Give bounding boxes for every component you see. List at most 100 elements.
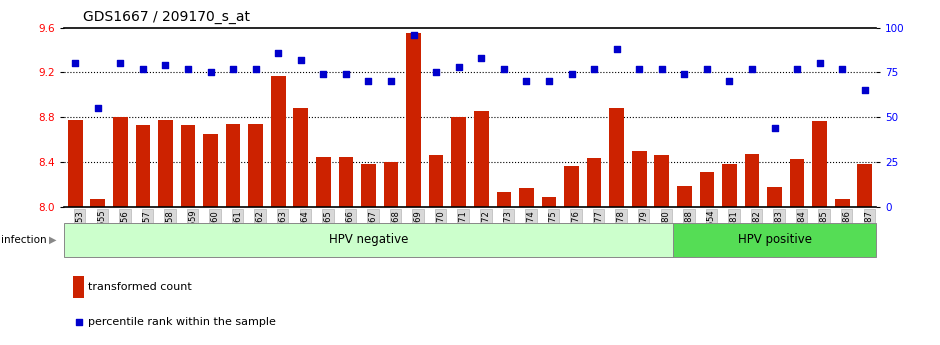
Bar bbox=[744, 154, 760, 207]
Point bbox=[271, 50, 286, 56]
Point bbox=[767, 125, 782, 131]
Point bbox=[609, 46, 624, 52]
Bar bbox=[812, 121, 827, 207]
Text: GSM73687: GSM73687 bbox=[865, 210, 874, 256]
Point bbox=[835, 66, 850, 72]
Bar bbox=[90, 199, 105, 207]
Text: GSM73669: GSM73669 bbox=[414, 210, 423, 256]
Point bbox=[68, 61, 83, 66]
Text: GSM73684: GSM73684 bbox=[797, 210, 807, 256]
Text: GSM73677: GSM73677 bbox=[594, 210, 603, 256]
Text: ▶: ▶ bbox=[49, 235, 56, 245]
Bar bbox=[474, 111, 489, 207]
Text: GSM73662: GSM73662 bbox=[256, 210, 265, 256]
Bar bbox=[451, 117, 466, 207]
Bar bbox=[519, 188, 534, 207]
Text: GSM73679: GSM73679 bbox=[639, 210, 649, 256]
Bar bbox=[113, 117, 128, 207]
Text: transformed count: transformed count bbox=[87, 282, 192, 292]
Bar bbox=[226, 124, 241, 207]
Text: GSM73654: GSM73654 bbox=[707, 210, 716, 255]
Text: GSM73685: GSM73685 bbox=[820, 210, 829, 256]
Point bbox=[384, 79, 399, 84]
Point bbox=[496, 66, 511, 72]
Bar bbox=[406, 33, 421, 207]
Point bbox=[632, 66, 647, 72]
Bar bbox=[293, 108, 308, 207]
Point bbox=[135, 66, 150, 72]
Bar bbox=[632, 151, 647, 207]
Text: GSM73670: GSM73670 bbox=[436, 210, 446, 256]
Text: GSM73663: GSM73663 bbox=[278, 210, 288, 256]
Point bbox=[406, 32, 421, 38]
Text: GSM73655: GSM73655 bbox=[98, 210, 107, 255]
Point bbox=[203, 70, 218, 75]
Point bbox=[316, 71, 331, 77]
Bar bbox=[316, 157, 331, 207]
Text: GSM73686: GSM73686 bbox=[842, 210, 852, 256]
Text: infection: infection bbox=[1, 235, 47, 245]
Point bbox=[180, 66, 196, 72]
Text: GSM73688: GSM73688 bbox=[684, 210, 694, 256]
Point bbox=[744, 66, 760, 72]
Bar bbox=[722, 164, 737, 207]
Point bbox=[722, 79, 737, 84]
Text: GSM73656: GSM73656 bbox=[120, 210, 130, 256]
Text: GSM73666: GSM73666 bbox=[346, 210, 355, 256]
Bar bbox=[857, 164, 872, 207]
Point bbox=[654, 66, 669, 72]
Bar bbox=[248, 124, 263, 207]
Text: GSM73675: GSM73675 bbox=[549, 210, 558, 256]
Point bbox=[90, 106, 105, 111]
Point bbox=[699, 66, 714, 72]
Text: GSM73660: GSM73660 bbox=[211, 210, 220, 256]
Bar bbox=[673, 223, 876, 257]
Text: GSM73668: GSM73668 bbox=[391, 210, 400, 256]
Bar bbox=[180, 125, 196, 207]
Text: GSM73659: GSM73659 bbox=[188, 210, 197, 255]
Bar bbox=[203, 134, 218, 207]
Text: GSM73665: GSM73665 bbox=[323, 210, 333, 256]
Point bbox=[302, 124, 317, 129]
Text: GSM73678: GSM73678 bbox=[617, 210, 626, 256]
Bar bbox=[541, 197, 556, 207]
Bar bbox=[699, 172, 714, 207]
Point bbox=[857, 88, 872, 93]
Point bbox=[451, 64, 466, 70]
Bar bbox=[338, 157, 353, 207]
Text: GSM73682: GSM73682 bbox=[752, 210, 761, 256]
Bar bbox=[64, 223, 673, 257]
Point bbox=[790, 66, 805, 72]
Bar bbox=[361, 164, 376, 207]
Text: GSM73667: GSM73667 bbox=[368, 210, 378, 256]
Bar bbox=[429, 155, 444, 207]
Point bbox=[113, 61, 128, 66]
Bar bbox=[609, 108, 624, 207]
Point bbox=[293, 57, 308, 63]
Point bbox=[541, 79, 556, 84]
Text: GSM73653: GSM73653 bbox=[75, 210, 85, 256]
Bar bbox=[384, 162, 399, 207]
Point bbox=[338, 71, 353, 77]
Text: GSM73680: GSM73680 bbox=[662, 210, 671, 256]
Text: HPV negative: HPV negative bbox=[329, 233, 408, 246]
Text: GSM73683: GSM73683 bbox=[775, 210, 784, 256]
Point bbox=[587, 66, 602, 72]
Point bbox=[248, 66, 263, 72]
Text: GSM73672: GSM73672 bbox=[481, 210, 491, 256]
Text: GSM73671: GSM73671 bbox=[459, 210, 468, 256]
Bar bbox=[271, 76, 286, 207]
Point bbox=[226, 66, 241, 72]
Bar bbox=[767, 187, 782, 207]
Point bbox=[677, 71, 692, 77]
Point bbox=[812, 61, 827, 66]
Bar bbox=[654, 155, 669, 207]
Text: GSM73661: GSM73661 bbox=[233, 210, 243, 256]
Text: GSM73674: GSM73674 bbox=[526, 210, 536, 256]
Text: GSM73673: GSM73673 bbox=[504, 210, 513, 256]
Text: GSM73681: GSM73681 bbox=[729, 210, 739, 256]
Bar bbox=[835, 199, 850, 207]
Text: GSM73664: GSM73664 bbox=[301, 210, 310, 256]
Bar bbox=[158, 120, 173, 207]
Bar bbox=[68, 120, 83, 207]
